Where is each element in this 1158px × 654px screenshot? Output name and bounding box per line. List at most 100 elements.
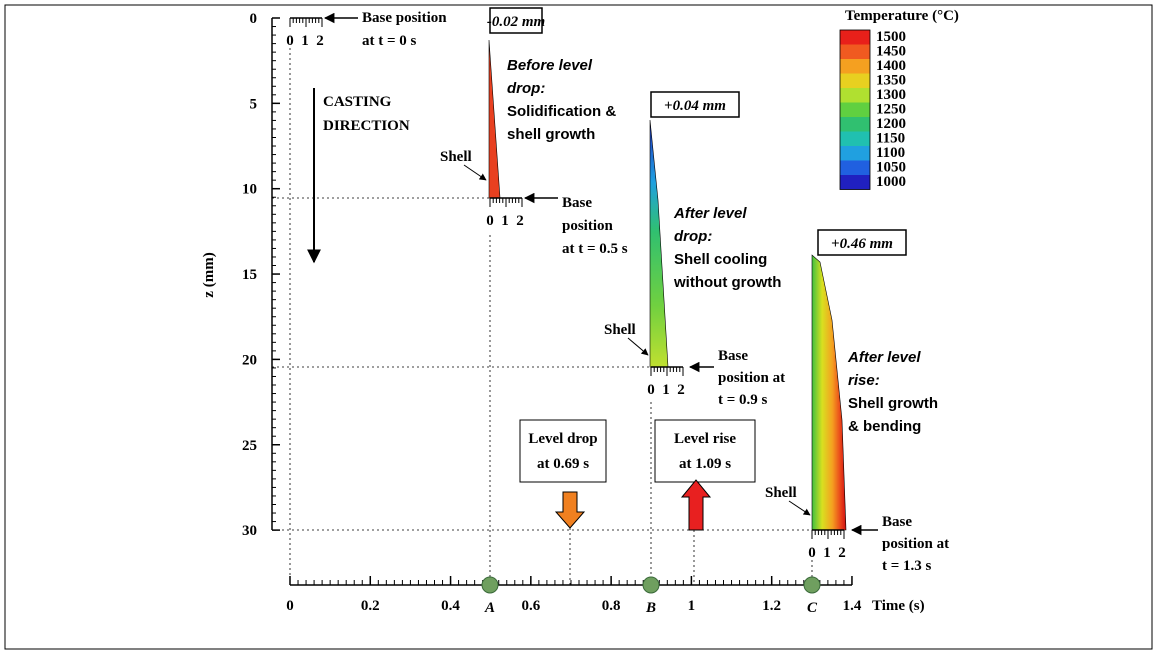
note-text: drop: (507, 80, 545, 97)
legend-swatch (840, 175, 870, 190)
y-tick-label: 10 (242, 182, 257, 198)
note-text: rise: (848, 372, 880, 389)
casting-label: DIRECTION (323, 118, 410, 134)
legend-label: 1500 (876, 29, 906, 45)
time-point-label: B (645, 600, 656, 616)
shell-label: Shell (604, 322, 636, 338)
base-label: t = 1.3 s (882, 558, 932, 574)
y-tick-label: 25 (242, 438, 257, 454)
y-tick-label: 20 (242, 352, 257, 368)
x-axis-label: Time (s) (872, 598, 925, 614)
pointer (627, 337, 649, 356)
arrow-down (554, 491, 586, 529)
legend-label: 1150 (876, 131, 905, 147)
y-tick-label: 5 (250, 96, 258, 112)
base-label: position at (882, 536, 949, 552)
shell-label: Shell (440, 149, 472, 165)
x-tick-label: 0.6 (521, 598, 540, 614)
legend-label: 1100 (876, 145, 905, 161)
note-text: without growth (673, 274, 781, 291)
scale-label: 0 (486, 213, 494, 229)
base-label: Base position (362, 10, 447, 26)
offset-box (489, 7, 543, 34)
y-axis-label: z (mm) (201, 252, 217, 297)
legend-swatch (840, 117, 870, 132)
time-point (481, 576, 499, 594)
scale-label: 2 (677, 382, 685, 398)
offset-label: +0.04 mm (664, 98, 726, 114)
base-label: at t = 0 s (362, 33, 417, 49)
legend-title: Temperature (°C) (845, 8, 959, 24)
note-text: drop: (674, 228, 712, 245)
pointer (788, 500, 811, 516)
scale-label: 1 (301, 33, 309, 49)
x-tick-label: 0 (286, 598, 294, 614)
event-label: at 1.09 s (679, 456, 731, 472)
offset-box (650, 91, 740, 118)
legend-swatch (840, 160, 870, 175)
y-tick-label: 15 (242, 267, 257, 283)
x-tick-label: 0.8 (602, 598, 621, 614)
scale-label: 2 (316, 33, 324, 49)
x-tick-label: 1 (688, 598, 696, 614)
x-tick-label: 1.2 (762, 598, 781, 614)
scale-label: 1 (662, 382, 670, 398)
y-tick-label: 0 (250, 11, 258, 27)
legend-label: 1350 (876, 73, 906, 89)
x-tick-label: 0.4 (441, 598, 460, 614)
scale-label: 2 (516, 213, 524, 229)
legend-swatch (840, 102, 870, 117)
event-box (654, 419, 756, 483)
scale-label: 0 (808, 545, 816, 561)
base-label: position at (718, 370, 785, 386)
legend-label: 1300 (876, 87, 906, 103)
legend-swatch (840, 73, 870, 88)
y-tick-label: 30 (242, 523, 257, 539)
scale-label: 0 (286, 33, 294, 49)
offset-box (817, 229, 907, 256)
shell-shape (811, 254, 847, 531)
legend-label: 1200 (876, 116, 906, 132)
event-label: at 0.69 s (537, 456, 589, 472)
offset-label: -0.02 mm (487, 14, 545, 30)
scale-label: 0 (647, 382, 655, 398)
legend-border (839, 29, 871, 190)
time-point (642, 576, 660, 594)
legend-swatch (840, 88, 870, 103)
scale-label: 1 (501, 213, 509, 229)
legend-label: 1450 (876, 44, 906, 60)
frame (4, 4, 1153, 650)
legend-label: 1000 (876, 174, 906, 190)
legend-label: 1250 (876, 102, 906, 118)
note-text: Shell cooling (674, 251, 767, 268)
base-label: t = 0.9 s (718, 392, 768, 408)
legend-swatch (840, 44, 870, 59)
note-text: shell growth (507, 126, 595, 143)
note-text: Shell growth (848, 395, 938, 412)
shell-shape (488, 39, 501, 199)
shell-shape (649, 119, 669, 368)
guides (272, 48, 813, 585)
base-label: Base (882, 514, 912, 530)
base-label: Base (562, 195, 592, 211)
offset-label: +0.46 mm (831, 236, 893, 252)
event-label: Level drop (528, 431, 597, 447)
base-label: Base (718, 348, 748, 364)
x-tick-label: 1.4 (843, 598, 862, 614)
legend-swatch (840, 146, 870, 161)
time-point-label: C (807, 600, 818, 616)
scale-label: 2 (838, 545, 846, 561)
legend-swatch (840, 30, 870, 45)
note-text: Before level (507, 57, 593, 74)
arrow-up (680, 479, 712, 531)
pointer (463, 164, 487, 181)
legend-label: 1400 (876, 58, 906, 74)
time-point (803, 576, 821, 594)
legend-swatch (840, 131, 870, 146)
note-text: Solidification & (507, 103, 616, 120)
legend-label: 1050 (876, 160, 906, 176)
note-text: After level (847, 349, 921, 366)
base-label: position (562, 218, 614, 234)
casting-label: CASTING (323, 94, 392, 110)
